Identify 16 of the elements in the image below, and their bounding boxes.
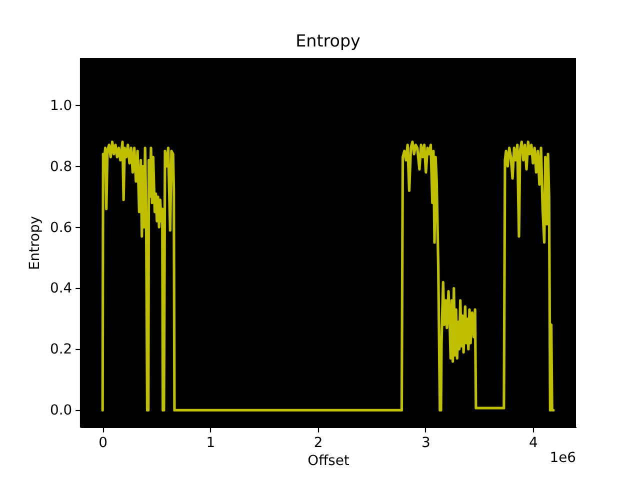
y-tick-label: 0.8 (50, 158, 72, 175)
x-axis-title: Offset (308, 452, 350, 469)
chart-title: Entropy (296, 30, 361, 50)
x-tick-label: 1 (206, 434, 216, 451)
x-tick-label: 3 (421, 434, 430, 451)
y-tick-label: 0.4 (50, 280, 72, 297)
x-tick-label: 4 (529, 434, 538, 451)
line-series (101, 140, 555, 412)
y-tick-label: 1.0 (50, 98, 72, 114)
y-axis-title: Entropy (27, 216, 44, 270)
y-tick-label: 0.6 (50, 220, 72, 236)
x-tick-label: 2 (314, 434, 323, 451)
x-tick-label: 0 (98, 434, 108, 451)
y-tick-label: 0.2 (50, 342, 72, 358)
y-tick-label: 0.0 (50, 402, 72, 419)
text: 1e6 (550, 450, 576, 466)
